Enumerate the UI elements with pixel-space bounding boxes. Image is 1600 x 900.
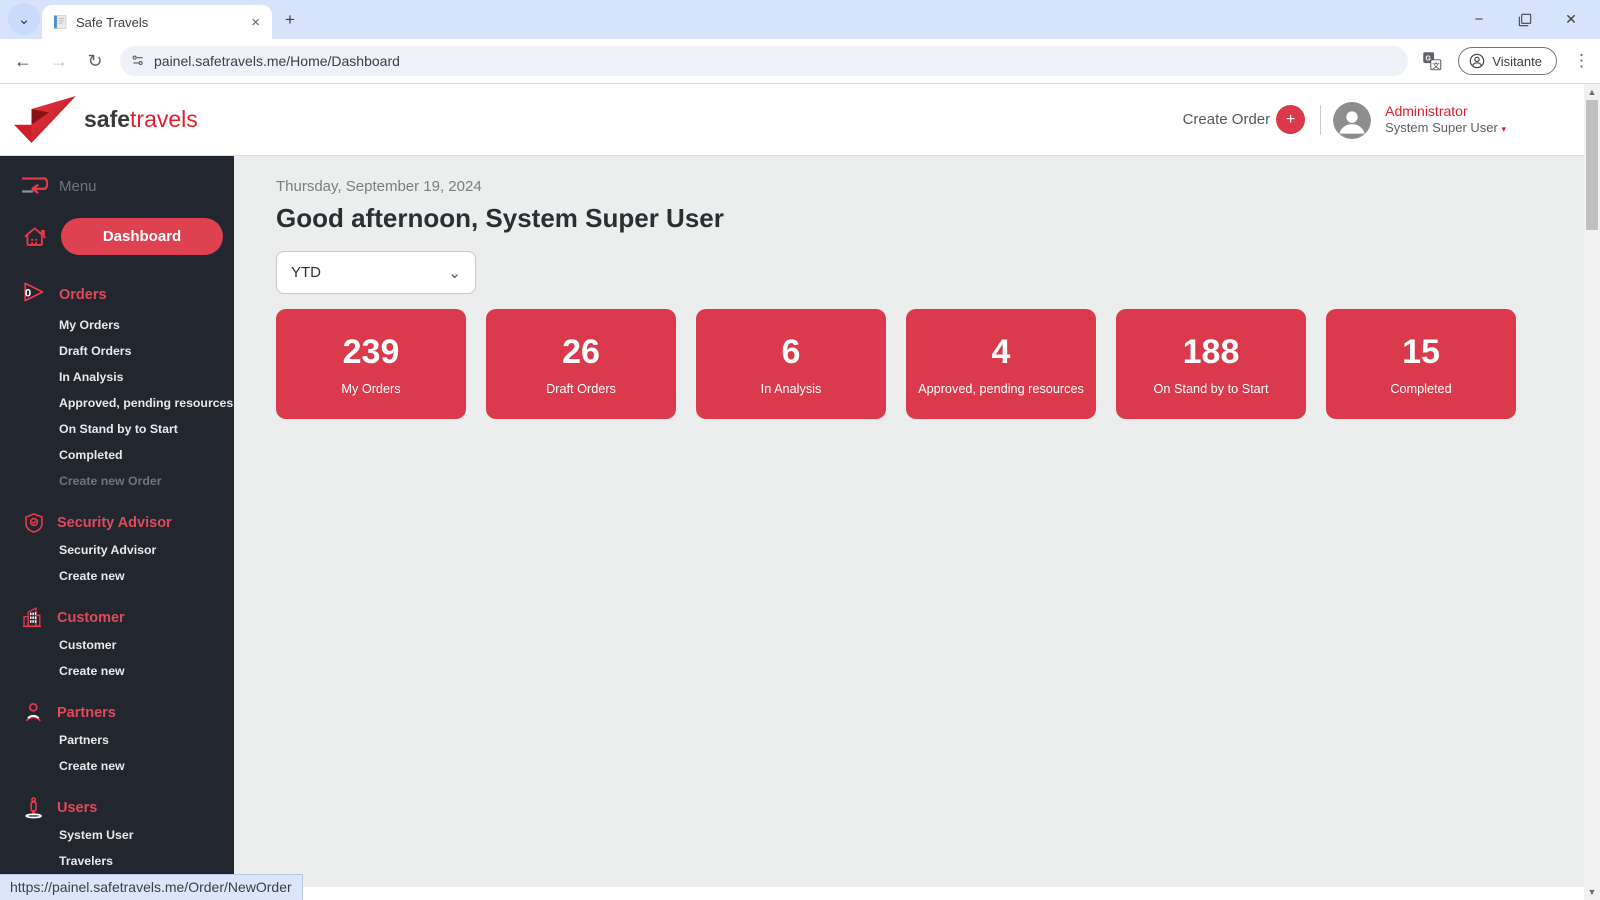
svg-text:0: 0	[25, 287, 31, 299]
svg-text:文: 文	[1433, 61, 1441, 70]
